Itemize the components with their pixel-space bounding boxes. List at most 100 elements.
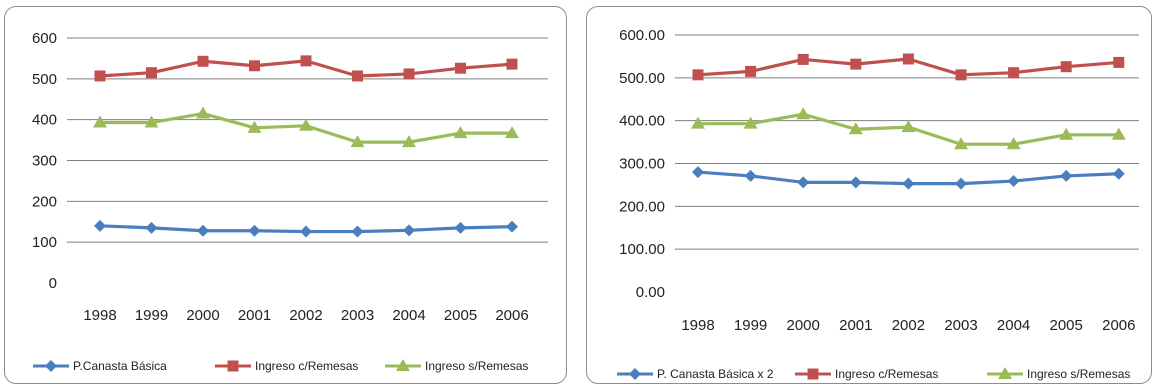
data-point [1006,137,1021,150]
data-point [955,69,967,81]
series-3 [691,107,1126,150]
x-tick-label: 2003 [341,307,374,324]
legend-entry: Ingreso c/Remesas [795,367,938,381]
data-point [351,225,364,238]
line-chart-right: 0.00 100.00 200.00 300.00 400.00 500.00 600.00… [617,27,1139,381]
data-point [453,126,468,139]
x-tick-label: 1999 [734,317,767,334]
legend-entry: P. Canasta Básica x 2 [617,367,774,381]
y-tick-label: 100 [32,234,57,251]
x-tick-label: 2004 [997,317,1030,334]
x-tick-label: 1999 [135,307,168,324]
y-tick-label: 500.00 [619,70,665,87]
legend-label: Ingreso s/Remesas [425,359,528,373]
y-tick-label: 400.00 [619,113,665,130]
data-point [797,53,809,65]
x-tick-label: 2006 [1102,317,1135,334]
data-point [955,177,967,190]
data-point [145,221,158,234]
y-tick-label: 300 [32,153,57,170]
data-point [901,120,916,133]
data-point [403,224,415,237]
data-point [350,135,365,148]
x-tick-label: 2006 [495,307,528,324]
data-point [744,169,757,182]
data-point [94,70,106,82]
data-point [402,135,416,148]
data-point [1060,61,1072,73]
x-tick-label: 2002 [892,317,925,334]
data-point [1008,67,1020,79]
x-tick-label: 1998 [83,307,116,324]
series-3 [93,106,519,148]
data-point [954,137,968,150]
data-point [505,126,519,139]
legend-marker [396,359,410,371]
data-point [506,58,518,70]
legend-entry: P.Canasta Básica [33,359,167,373]
legend-marker [998,367,1012,379]
x-tick-label: 2005 [1050,317,1083,334]
data-point [692,69,704,81]
legend-entry: Ingreso c/Remesas [215,359,358,373]
y-tick-label: 400 [32,112,57,129]
data-point [144,115,159,128]
data-point [1007,175,1020,188]
data-point [850,58,862,70]
data-point [352,70,363,82]
data-point [506,220,518,233]
series-1 [94,219,518,238]
legend-label: Ingreso c/Remesas [255,359,358,373]
data-point [248,224,261,237]
data-point [902,177,915,190]
data-point [1113,56,1125,68]
y-tick-label: 300.00 [619,156,665,173]
y-tick-label: 600.00 [619,27,665,44]
y-tick-label: 200.00 [619,198,665,215]
y-tick-label: 0.00 [636,284,665,301]
chart-panel-left: 0 100 200 300 400 500 600 1998 1999 2000 2001 2002 2… [4,6,567,384]
data-point [691,116,705,129]
data-point [403,68,415,80]
data-point [743,116,758,129]
legend-marker [45,360,57,372]
data-point [197,224,209,237]
data-point [247,120,262,133]
data-point [197,55,209,67]
data-point [249,60,260,72]
data-point [1059,127,1074,140]
data-point [300,225,312,238]
series-2 [94,55,518,82]
data-point [692,166,704,179]
data-point [94,219,106,232]
legend-marker [227,360,239,372]
legend-entry: Ingreso s/Remesas [385,359,528,373]
data-point [196,106,210,119]
x-tick-label: 2004 [392,307,425,324]
data-point [902,53,914,65]
legend-label: P.Canasta Básica [73,359,167,373]
legend-marker [807,368,819,380]
chart-panel-right: 0.00 100.00 200.00 300.00 400.00 500.00 600.00… [586,6,1152,384]
x-tick-label: 2002 [289,307,322,324]
data-point [1060,169,1073,182]
series-1 [692,166,1125,190]
data-point [146,67,157,79]
x-tick-label: 2005 [444,307,477,324]
y-tick-label: 500 [32,71,57,88]
legend-marker [629,368,641,380]
data-point [797,176,810,189]
legend-label: Ingreso c/Remesas [835,367,938,381]
data-point [849,176,862,189]
y-tick-label: 600 [32,30,57,47]
y-tick-label: 100.00 [619,241,665,258]
x-tick-label: 2000 [787,317,820,334]
y-tick-label: 200 [32,193,57,210]
x-tick-label: 2003 [944,317,977,334]
data-point [300,55,312,67]
legend-label: Ingreso s/Remesas [1027,367,1130,381]
y-tick-label: 0 [49,275,57,292]
data-point [93,115,107,128]
x-tick-label: 1998 [681,317,714,334]
line-chart-left: 0 100 200 300 400 500 600 1998 1999 2000 2001 2002 2… [32,30,548,373]
